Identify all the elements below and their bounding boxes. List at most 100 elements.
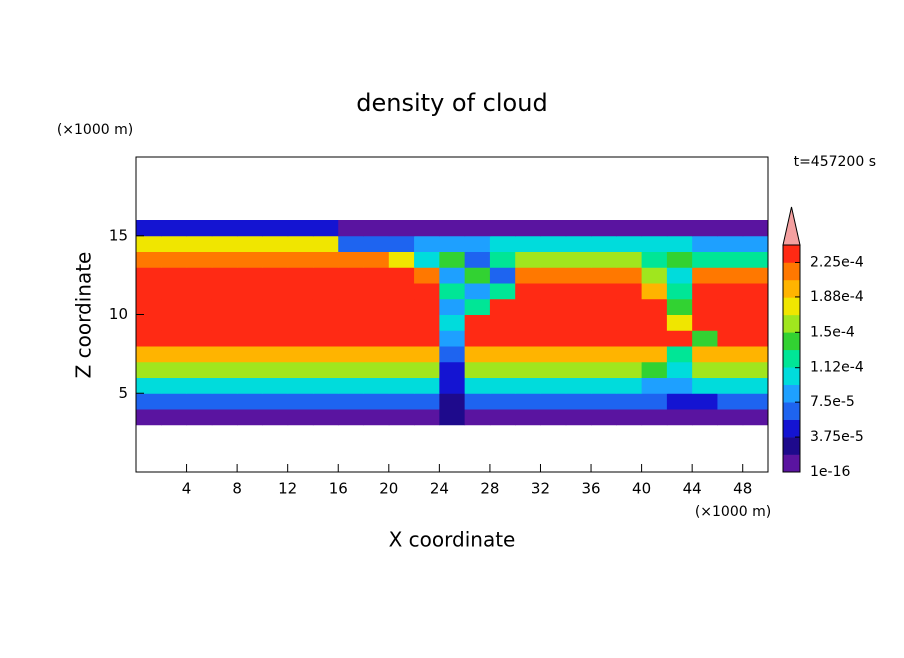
field-cell [489, 235, 516, 252]
field-cell [666, 220, 693, 237]
x-axis-label: X coordinate [389, 528, 516, 552]
field-cell [540, 235, 567, 252]
field-cell [338, 235, 365, 252]
field-cell [540, 361, 567, 378]
field-cell [388, 267, 415, 284]
field-cell [692, 346, 718, 363]
field-cell [717, 377, 744, 394]
field-cell [717, 361, 744, 378]
field-cell [338, 267, 365, 284]
field-cell [439, 409, 466, 426]
field-cell [616, 298, 643, 315]
field-cell [464, 346, 491, 363]
field-cell [489, 314, 516, 331]
field-cell [641, 220, 668, 237]
field-cell [211, 409, 238, 426]
field-cell [363, 409, 390, 426]
field-cell [489, 393, 516, 410]
field-cell [489, 267, 516, 284]
field-cell [161, 283, 188, 300]
field-cell [414, 409, 440, 426]
field-cell [161, 393, 188, 410]
field-cell [414, 220, 440, 237]
field-cell [591, 346, 617, 363]
field-cell [262, 298, 289, 315]
field-cell [692, 393, 718, 410]
field-cell [641, 330, 668, 347]
field-cell [388, 377, 415, 394]
field-cell [666, 314, 693, 331]
field-cell [641, 393, 668, 410]
field-cell [388, 314, 415, 331]
field-cell [363, 235, 390, 252]
field-cell [742, 283, 769, 300]
y-unit: (×1000 m) [57, 122, 133, 138]
field-cell [717, 393, 744, 410]
field-cell [666, 283, 693, 300]
field-cell [211, 220, 238, 237]
field-cell [641, 346, 668, 363]
field-cell [237, 346, 263, 363]
field-cell [717, 330, 744, 347]
field-cell [666, 393, 693, 410]
field-cell [540, 409, 567, 426]
field-cell [363, 298, 390, 315]
field-cell [237, 314, 263, 331]
colorbar-band [783, 245, 800, 263]
field-cell [439, 361, 466, 378]
x-tick-label: 32 [531, 480, 550, 498]
field-cell [591, 314, 617, 331]
field-cell [666, 330, 693, 347]
field-cell [388, 235, 415, 252]
colorbar-band [783, 279, 800, 298]
field-cell [287, 346, 314, 363]
field-cell [237, 409, 263, 426]
field-cell [136, 283, 162, 300]
field-cell [287, 283, 314, 300]
field-cell [388, 220, 415, 237]
field-cell [515, 298, 541, 315]
time-label: t=457200 s [794, 154, 876, 170]
x-tick-label: 20 [379, 480, 398, 498]
field-cell [439, 330, 466, 347]
field-cell [388, 251, 415, 268]
field-cell [692, 283, 718, 300]
field-cell [338, 298, 365, 315]
chart-title: density of cloud [356, 89, 547, 117]
field-cell [464, 220, 491, 237]
colorbar-tick-label: 1e-16 [810, 464, 850, 480]
field-cell [161, 361, 188, 378]
field-cell [363, 314, 390, 331]
field-cell [211, 283, 238, 300]
field-cell [211, 267, 238, 284]
colorbar-tick-label: 1.5e-4 [810, 324, 855, 340]
field-cell [136, 393, 162, 410]
field-cell [312, 377, 339, 394]
field-cell [237, 330, 263, 347]
field-cell [186, 283, 213, 300]
field-cell [616, 314, 643, 331]
field-cell [211, 346, 238, 363]
field-cell [136, 298, 162, 315]
field-cell [414, 314, 440, 331]
field-cell [363, 220, 390, 237]
x-tick-label: 44 [683, 480, 702, 498]
field-cell [414, 377, 440, 394]
field-cell [338, 346, 365, 363]
field-cell [591, 283, 617, 300]
field-cell [161, 267, 188, 284]
field-cell [186, 267, 213, 284]
field-cell [515, 220, 541, 237]
field-cell [515, 409, 541, 426]
field-cell [186, 346, 213, 363]
field-cell [489, 298, 516, 315]
field-cell [211, 393, 238, 410]
field-cell [464, 283, 491, 300]
field-cell [742, 330, 769, 347]
field-cell [287, 393, 314, 410]
field-cell [489, 220, 516, 237]
field-cell [388, 409, 415, 426]
field-cell [237, 393, 263, 410]
field-cell [186, 377, 213, 394]
field-cell [186, 314, 213, 331]
